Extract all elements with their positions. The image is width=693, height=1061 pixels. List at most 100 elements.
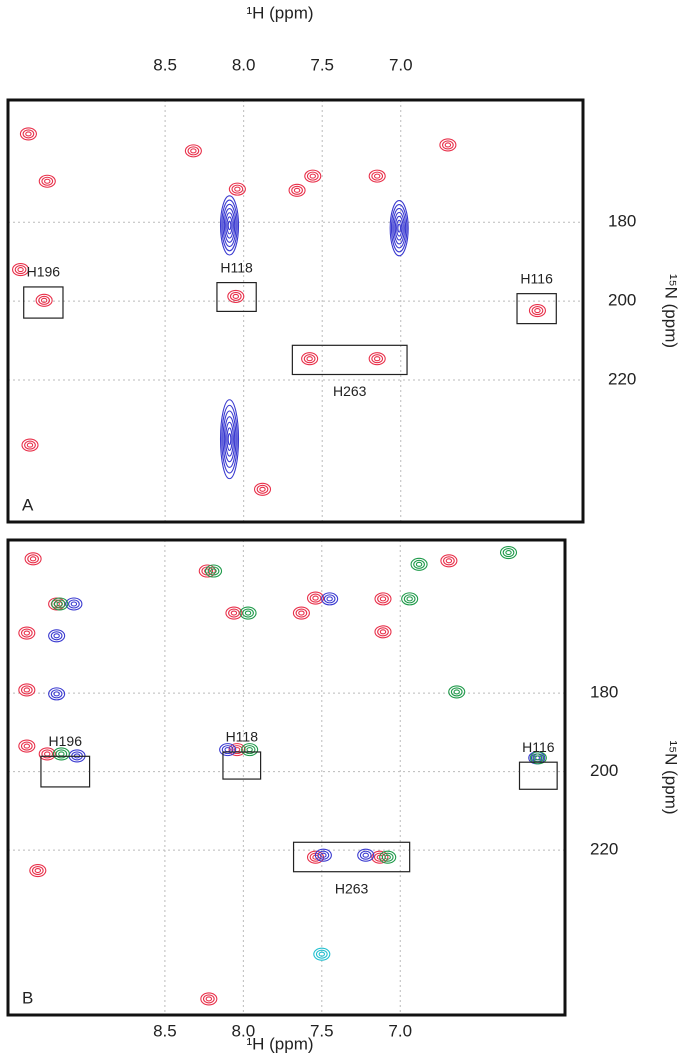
contour — [18, 626, 36, 640]
contour — [259, 486, 266, 492]
contour — [231, 184, 244, 194]
y-tick-label: 180 — [608, 212, 636, 231]
y-axis-title: ¹⁵N (ppm) — [662, 740, 681, 814]
annotation-label: H263 — [335, 880, 369, 896]
peak — [219, 195, 240, 256]
contour — [448, 685, 466, 699]
contour — [225, 421, 234, 457]
contour — [298, 610, 305, 616]
contour — [20, 685, 33, 695]
contour — [502, 548, 515, 558]
contour — [253, 482, 272, 496]
contour — [221, 745, 234, 755]
x-tick-label: 8.0 — [232, 55, 256, 74]
contour — [410, 557, 428, 571]
contour — [25, 131, 32, 137]
annotation-label: H118 — [220, 259, 253, 275]
contour — [44, 178, 51, 184]
contour — [18, 683, 36, 697]
contour — [306, 591, 325, 605]
contour — [442, 140, 454, 150]
contour — [187, 146, 200, 156]
contour — [219, 399, 240, 480]
y-tick-label: 200 — [608, 291, 636, 310]
contour — [12, 263, 30, 277]
contour — [38, 174, 56, 188]
peak — [219, 399, 240, 480]
contour — [23, 743, 31, 749]
contour — [371, 354, 384, 364]
peak — [410, 557, 428, 571]
peak — [38, 747, 56, 761]
annotation-box — [291, 344, 408, 376]
annotation-box — [292, 841, 411, 873]
contour — [227, 432, 232, 446]
peak — [314, 848, 332, 862]
peak — [38, 174, 56, 188]
contour — [226, 216, 233, 235]
peak — [219, 743, 237, 757]
contour — [326, 596, 333, 602]
x-tick-label: 7.0 — [389, 55, 413, 74]
contour — [374, 625, 392, 639]
contour — [41, 176, 54, 186]
contour — [31, 865, 44, 876]
peak — [528, 304, 546, 318]
peak — [48, 687, 66, 701]
contour — [225, 606, 243, 620]
contour — [320, 852, 327, 858]
peak — [379, 850, 397, 864]
peak — [304, 169, 322, 183]
panel-label: A — [22, 495, 34, 514]
contour — [68, 599, 80, 609]
contour — [304, 169, 322, 183]
contour — [288, 183, 306, 197]
contour — [50, 689, 63, 699]
peak — [440, 554, 458, 568]
contour — [379, 629, 387, 635]
contour — [357, 848, 375, 862]
contour — [40, 297, 48, 303]
peak — [225, 606, 243, 620]
panel-label: B — [22, 988, 33, 1007]
contour — [321, 592, 339, 606]
contour — [232, 293, 240, 299]
peak — [439, 138, 457, 152]
contour — [413, 559, 425, 569]
peak — [288, 183, 306, 197]
contour — [228, 743, 246, 757]
contour — [453, 689, 460, 695]
peak — [18, 739, 36, 753]
peak — [374, 592, 392, 606]
contour — [227, 220, 232, 231]
contour — [415, 561, 423, 567]
contour — [371, 171, 384, 181]
annotation-label: H196 — [27, 264, 61, 280]
contour — [53, 599, 66, 609]
contour — [397, 223, 402, 233]
contour — [443, 556, 455, 566]
peak — [65, 597, 83, 611]
peak — [18, 683, 36, 697]
contour — [53, 691, 60, 697]
contour — [41, 749, 54, 759]
contour — [14, 265, 27, 275]
peak — [448, 685, 466, 699]
contour — [20, 628, 33, 638]
annotation-label: H263 — [333, 383, 367, 399]
contour — [241, 743, 259, 757]
contour — [406, 596, 413, 602]
contour — [239, 606, 257, 620]
contour — [529, 751, 547, 765]
peak — [29, 863, 47, 878]
contour — [317, 850, 330, 860]
contour — [445, 558, 453, 564]
contour — [227, 289, 245, 303]
contour — [499, 546, 518, 560]
contour — [221, 199, 238, 252]
contour — [377, 594, 389, 604]
y-tick-label: 180 — [590, 683, 618, 702]
annotation-box — [23, 286, 64, 319]
contour — [531, 306, 544, 316]
contour — [534, 308, 541, 314]
